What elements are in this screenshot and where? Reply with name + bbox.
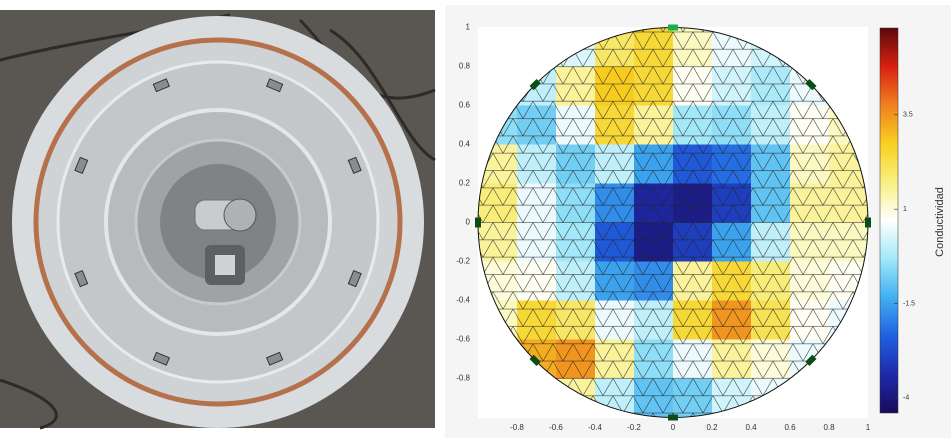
x-tick-label: 1: [866, 423, 871, 432]
photo: [0, 10, 435, 428]
y-tick-label: -0.8: [456, 374, 470, 383]
x-tick-label: 0.4: [745, 423, 757, 432]
x-tick-label: -0.2: [627, 423, 641, 432]
y-tick-label: 1: [466, 23, 471, 32]
y-tick-label: 0.4: [459, 140, 471, 149]
x-tick-label: 0.8: [823, 423, 835, 432]
y-tick-label: 0.6: [459, 101, 471, 110]
colorbar: [880, 28, 898, 413]
electrode: [475, 218, 481, 228]
x-tick-label: 0.6: [784, 423, 796, 432]
x-tick-label: -0.4: [588, 423, 602, 432]
colorbar-label: Conductividad: [934, 187, 946, 257]
y-tick-label: 0: [466, 218, 471, 227]
electrode: [865, 218, 871, 228]
y-tick-label: -0.2: [456, 257, 470, 266]
y-tick-label: 0.2: [459, 179, 471, 188]
colorbar-tick-label: -4: [903, 395, 909, 402]
figure: Conductividad -0.8 -0.6 -0.4 -0.2 0 0.2 0.4 0.6…: [0, 0, 951, 438]
colorbar-tick-label: 3.5: [903, 112, 913, 119]
colorbar-tick-label: -1.5: [903, 300, 915, 307]
colorbar-tick-label: 1: [903, 206, 907, 213]
electrode: [668, 415, 678, 421]
x-tick-label: -0.8: [510, 423, 524, 432]
x-tick-label: 0: [671, 423, 676, 432]
y-tick-label: -0.4: [456, 296, 470, 305]
x-tick-label: 0.2: [706, 423, 718, 432]
y-tick-label: -0.6: [456, 335, 470, 344]
x-tick-label: -0.6: [549, 423, 563, 432]
electrode: [668, 25, 678, 31]
y-tick-label: 0.8: [459, 62, 471, 71]
